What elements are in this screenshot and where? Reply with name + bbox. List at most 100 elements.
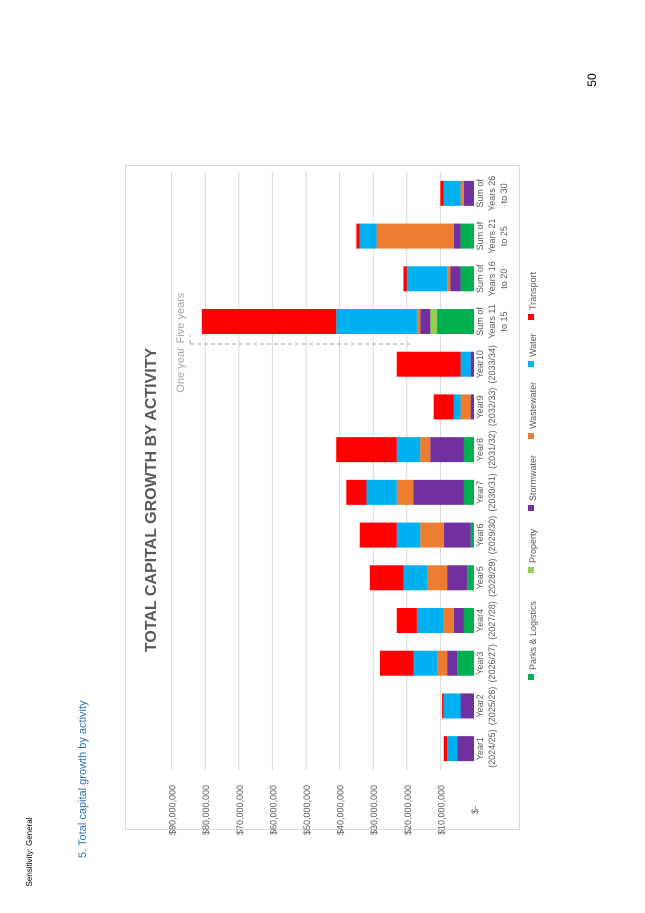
legend-swatch bbox=[528, 361, 534, 367]
category-label: Year9 bbox=[475, 395, 485, 418]
category-label: Years 21 bbox=[487, 218, 497, 253]
bar-segment bbox=[447, 736, 458, 762]
category-label: Year7 bbox=[475, 481, 485, 504]
bar-segment bbox=[443, 693, 461, 719]
legend-swatch bbox=[528, 314, 534, 320]
y-tick-label: $40,000,000 bbox=[336, 785, 346, 835]
bar-segment bbox=[366, 479, 397, 505]
category-label: Years 16 bbox=[487, 261, 497, 296]
category-label: to 30 bbox=[499, 183, 509, 203]
y-tick-label: $90,000,000 bbox=[168, 785, 178, 835]
category-label: Year5 bbox=[475, 566, 485, 589]
bar-segment bbox=[416, 309, 421, 334]
bar-segment bbox=[443, 736, 448, 762]
bar-segment bbox=[413, 479, 464, 505]
category-label: Year6 bbox=[475, 523, 485, 546]
bar-segment bbox=[433, 394, 454, 420]
category-label: (2028/29) bbox=[487, 559, 497, 598]
bar-segment bbox=[463, 180, 474, 206]
annotation-five-years: Five years bbox=[175, 292, 187, 343]
category-label: (2030/31) bbox=[487, 473, 497, 512]
y-tick-label: $30,000,000 bbox=[369, 785, 379, 835]
category-label: Year3 bbox=[475, 652, 485, 675]
legend-swatch bbox=[528, 674, 534, 680]
bar-segment bbox=[420, 522, 444, 548]
bar-segment bbox=[442, 693, 444, 719]
category-label: to 25 bbox=[499, 226, 509, 246]
category-label: (2033/34) bbox=[487, 345, 497, 384]
category-label: Sum of bbox=[475, 221, 485, 250]
legend-swatch bbox=[528, 567, 534, 573]
legend-swatch bbox=[528, 505, 534, 511]
category-label: Year2 bbox=[475, 694, 485, 717]
bar-segment bbox=[413, 650, 438, 676]
bar-segment bbox=[457, 650, 474, 676]
bar-segment bbox=[376, 223, 454, 249]
category-label: (2029/30) bbox=[487, 516, 497, 555]
bar-segment bbox=[201, 309, 337, 334]
y-tick-label: $20,000,000 bbox=[403, 785, 413, 835]
bar-segment bbox=[430, 437, 464, 463]
category-label: (2025/26) bbox=[487, 687, 497, 726]
category-label: (2031/32) bbox=[487, 430, 497, 469]
category-label: to 20 bbox=[499, 269, 509, 289]
legend-label: Transport bbox=[528, 271, 538, 310]
bar-segment bbox=[396, 479, 414, 505]
category-label: Years 26 bbox=[487, 176, 497, 211]
category-label: Year4 bbox=[475, 609, 485, 632]
legend: Parks & Logistics Property Stormwater Waste… bbox=[528, 271, 538, 680]
category-label: Year10 bbox=[475, 350, 485, 378]
bar-segment bbox=[460, 223, 474, 249]
bar-segment bbox=[359, 223, 377, 249]
bar-segment bbox=[430, 309, 438, 334]
bar-segment bbox=[346, 479, 367, 505]
bar-segment bbox=[450, 266, 461, 292]
bar-segment bbox=[336, 437, 397, 463]
legend-label: Stormwater bbox=[528, 455, 538, 501]
bar-segment bbox=[336, 309, 417, 334]
bar-segment bbox=[463, 437, 474, 463]
bar-segment bbox=[420, 437, 431, 463]
bar-segment bbox=[437, 650, 448, 676]
bar-segment bbox=[447, 650, 458, 676]
y-axis-ticks: $- $10,000,000 $20,000,000 $30,000,000 $40,0… bbox=[168, 785, 480, 835]
y-tick-label: $- bbox=[470, 806, 480, 814]
legend-label: Water bbox=[528, 333, 538, 357]
category-label: Sum of bbox=[475, 264, 485, 293]
bar-segment bbox=[396, 351, 461, 377]
bar-segment bbox=[460, 693, 474, 719]
category-label: to 15 bbox=[499, 311, 509, 331]
bar-segment bbox=[403, 266, 407, 292]
category-label: Year1 bbox=[475, 737, 485, 760]
bar-segment bbox=[396, 437, 421, 463]
legend-label: Parks & Logistics bbox=[528, 600, 538, 670]
bar-segment bbox=[447, 266, 451, 292]
bar-segment bbox=[453, 394, 461, 420]
chart-title: TOTAL CAPITAL GROWTH BY ACTIVITY bbox=[143, 348, 160, 653]
bar-segment bbox=[443, 180, 461, 206]
bar-segment bbox=[416, 608, 444, 633]
bar-segment bbox=[403, 565, 427, 591]
category-label: Years 11 bbox=[487, 304, 497, 339]
y-tick-label: $10,000,000 bbox=[436, 785, 446, 835]
bar-segment bbox=[406, 266, 448, 292]
bar-segment bbox=[396, 522, 421, 548]
bar-segment bbox=[369, 565, 404, 591]
bar-segment bbox=[396, 608, 417, 633]
bar-segment bbox=[420, 309, 431, 334]
y-tick-label: $80,000,000 bbox=[201, 785, 211, 835]
y-tick-label: $70,000,000 bbox=[235, 785, 245, 835]
legend-swatch bbox=[528, 433, 534, 439]
bar-segment bbox=[470, 351, 474, 377]
category-label: Year8 bbox=[475, 438, 485, 461]
legend-label: Wastewater bbox=[528, 382, 538, 429]
bars bbox=[201, 180, 474, 762]
category-label: Sum of bbox=[475, 307, 485, 336]
annotation-one-year: One year bbox=[175, 347, 187, 393]
y-tick-label: $60,000,000 bbox=[268, 785, 278, 835]
bar-segment bbox=[470, 522, 474, 548]
annotation-divider bbox=[189, 335, 410, 345]
annotations: One year Five years bbox=[175, 292, 410, 393]
bar-segment bbox=[359, 522, 397, 548]
